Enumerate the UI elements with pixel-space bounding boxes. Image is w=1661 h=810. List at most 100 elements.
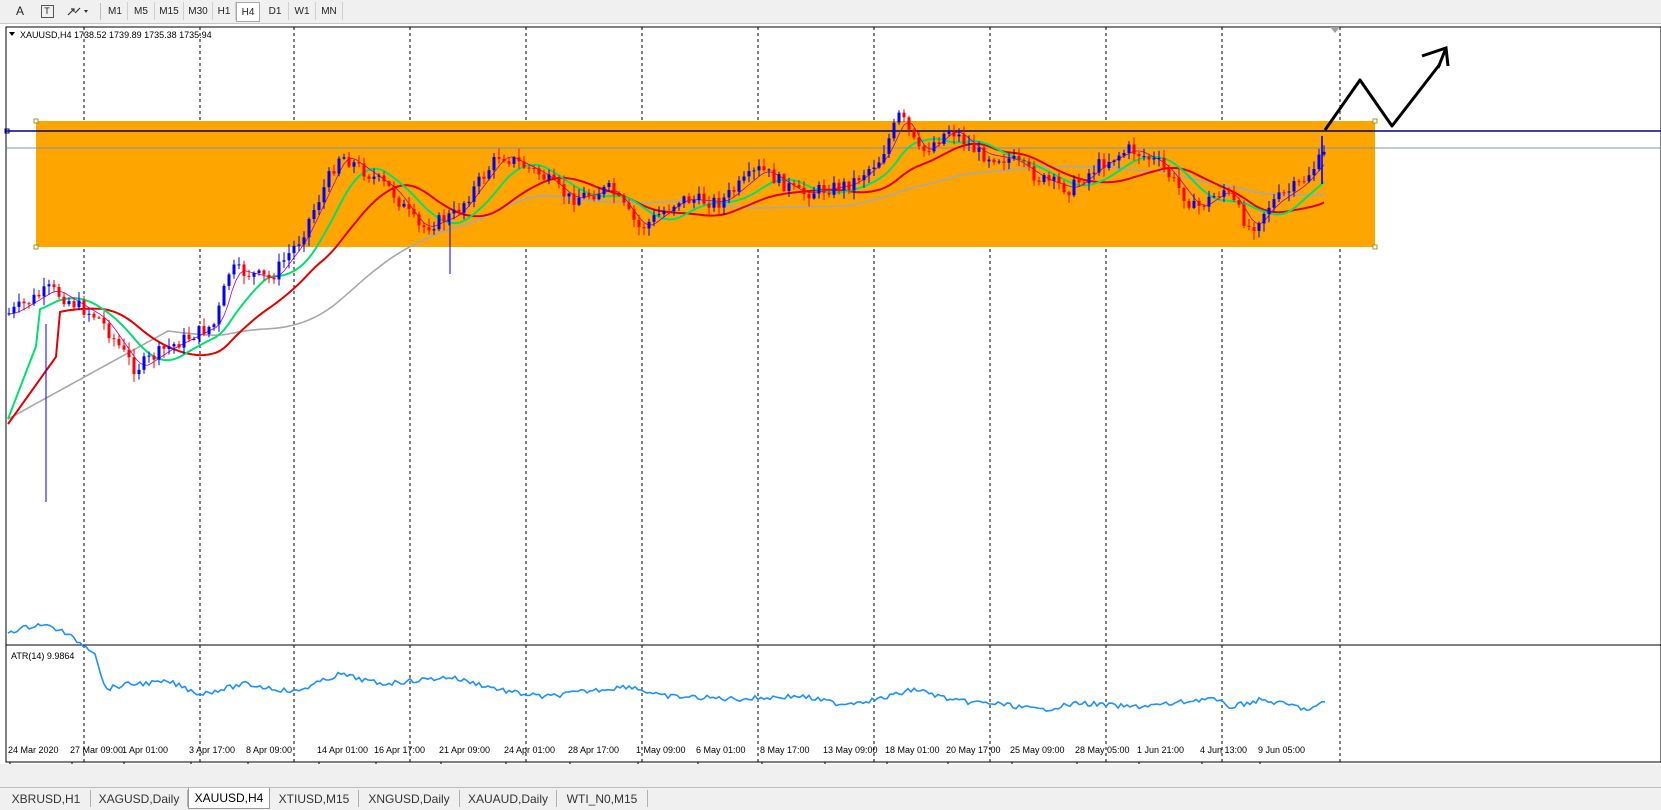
candle-body (142, 356, 146, 370)
symbol-header: XAUUSD,H4 1738.52 1739.89 1735.38 1735.9… (20, 30, 212, 40)
line-anchor-handle[interactable] (4, 128, 10, 134)
candle-body (522, 161, 526, 168)
tab-label: XNGUSD,Daily (368, 791, 450, 806)
timeframe-label: D1 (268, 5, 282, 17)
tab-xauusd-h4[interactable]: XAUUSD,H4 (188, 788, 270, 809)
candle-body (732, 190, 736, 192)
candle-body (1032, 166, 1036, 181)
candle-body (872, 167, 876, 169)
tab-wti-n0-m15[interactable]: WTI_N0,M15 (557, 790, 648, 807)
candle-body (827, 192, 831, 195)
candle-body (77, 300, 81, 308)
candle-body (612, 183, 616, 195)
date-tick-label: 1 May 09:00 (636, 745, 686, 755)
candle-body (557, 178, 561, 185)
candle-body (1247, 225, 1251, 227)
candle-body (112, 338, 116, 340)
chart-tabs-bar: XBRUSD,H1 XAGUSD,Daily XAUUSD,H4 XTIUSD,… (0, 787, 1661, 810)
tab-xagusd-daily[interactable]: XAGUSD,Daily (91, 790, 188, 807)
candle-body (502, 158, 506, 162)
candle-body (187, 334, 191, 340)
chart-window[interactable]: 24 Mar 2020 27 Mar 09:00 1 Apr 01:00 3 Apr … (0, 24, 1661, 764)
candle-body (512, 157, 516, 164)
candle-body (1072, 179, 1076, 196)
candle-body (27, 303, 31, 305)
text-icon[interactable]: A (10, 2, 30, 20)
candle-body (1087, 173, 1091, 184)
candle-body (517, 157, 521, 162)
candle-body (1287, 191, 1291, 193)
candle-body (337, 158, 341, 174)
timeframe-label: M15 (159, 5, 179, 17)
candle-body (1307, 175, 1311, 182)
candle-body (12, 306, 16, 314)
candle-body (457, 209, 461, 213)
candle-body (1202, 205, 1206, 207)
candle-body (382, 175, 386, 182)
price-chart-canvas[interactable]: 24 Mar 2020 27 Mar 09:001 Apr 01:00 3 Apr … (0, 24, 1661, 764)
text-label-icon[interactable]: T (38, 2, 56, 20)
scroll-marker-icon (1330, 27, 1340, 33)
candle-body (887, 138, 891, 154)
candle-body (647, 221, 651, 229)
tab-xngusd-daily[interactable]: XNGUSD,Daily (359, 790, 460, 807)
tab-xtiusd-m15[interactable]: XTIUSD,M15 (270, 790, 359, 807)
atr-label: ATR(14) 9.9864 (11, 651, 74, 661)
date-tick-label: 14 Apr 01:00 (317, 745, 368, 755)
arrows-icon[interactable] (64, 2, 92, 20)
candle-body (262, 270, 266, 275)
candle-body (662, 210, 666, 215)
candle-body (1157, 157, 1161, 159)
candle-body (952, 131, 956, 137)
tab-xbrusd-h1[interactable]: XBRUSD,H1 (2, 790, 91, 807)
zone-handle[interactable] (1372, 244, 1378, 250)
candle-body (572, 193, 576, 205)
candle-body (387, 181, 391, 186)
candle-body (667, 210, 671, 212)
timeframe-H4[interactable]: H4 (236, 2, 260, 22)
zone-handle[interactable] (33, 244, 39, 250)
timeframe-W1[interactable]: W1 (289, 2, 316, 20)
timeframe-D1[interactable]: D1 (262, 2, 289, 20)
candle-body (392, 185, 396, 198)
candle-body (442, 215, 446, 222)
timeframe-M1[interactable]: M1 (103, 2, 128, 20)
timeframe-H1[interactable]: H1 (213, 2, 236, 20)
candle-body (157, 346, 161, 360)
candle-body (7, 313, 11, 315)
candle-body (797, 184, 801, 188)
candle-body (687, 196, 691, 203)
text-tool-label: A (15, 4, 24, 18)
candle-body (982, 147, 986, 162)
candle-body (1187, 200, 1191, 208)
timeframe-M30[interactable]: M30 (184, 2, 213, 20)
candle-body (1167, 167, 1171, 178)
support-resistance-zone[interactable] (36, 121, 1375, 247)
timeframe-M5[interactable]: M5 (128, 2, 155, 20)
candle-body (152, 355, 156, 360)
candle-body (322, 187, 326, 203)
candle-body (17, 301, 21, 307)
candle-body (1067, 192, 1071, 196)
tab-label: XTIUSD,M15 (278, 791, 350, 806)
timeframe-M15[interactable]: M15 (155, 2, 184, 20)
zone-handle[interactable] (1372, 118, 1378, 124)
tab-label: XAUUSD,H4 (194, 791, 264, 805)
candle-body (267, 274, 271, 278)
candle-body (997, 161, 1001, 163)
timeframe-label: H1 (217, 5, 231, 17)
timeframe-MN[interactable]: MN (316, 2, 343, 20)
collapse-icon[interactable] (9, 32, 15, 36)
candle-body (222, 285, 226, 306)
arrows-dropdown-icon (67, 7, 88, 16)
candle-body (852, 178, 856, 191)
zone-handle[interactable] (33, 118, 39, 124)
candle-body (1142, 156, 1146, 158)
date-tick-label: 1 Jun 21:00 (1137, 745, 1184, 755)
candle-body (412, 209, 416, 215)
candle-body (857, 178, 861, 181)
candle-body (22, 301, 26, 304)
candle-body (1292, 181, 1296, 192)
candle-body (252, 273, 256, 277)
tab-xauaud-daily[interactable]: XAUAUD,Daily (460, 790, 557, 807)
